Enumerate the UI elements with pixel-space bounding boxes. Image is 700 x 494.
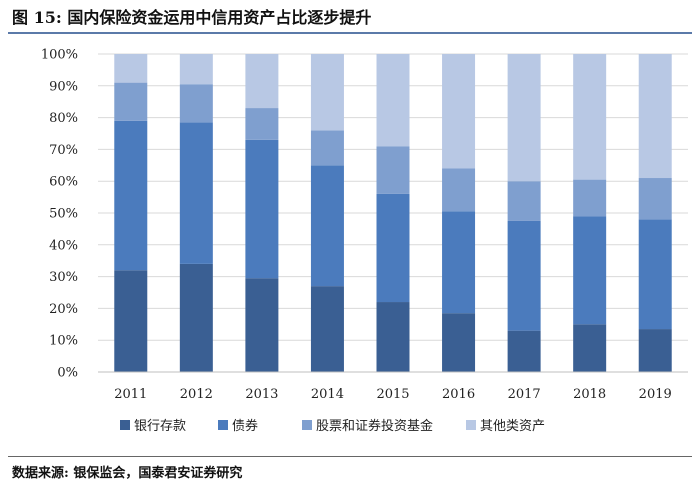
y-tick-label: 60%: [49, 175, 78, 190]
x-tick-label: 2016: [442, 387, 475, 402]
bar-segment: [114, 270, 148, 372]
x-tick-label: 2017: [508, 387, 541, 402]
bar-segment: [179, 84, 213, 123]
bar-segment: [245, 54, 279, 109]
bar-segment: [114, 120, 148, 271]
bar-segment: [573, 324, 607, 372]
legend-swatch: [120, 420, 130, 430]
bar-segment: [376, 146, 410, 194]
source-divider: [8, 456, 692, 457]
legend-label: 其他类资产: [480, 419, 545, 434]
bar-segment: [442, 168, 476, 212]
bar-segment: [245, 108, 279, 140]
y-tick-label: 70%: [49, 143, 78, 158]
x-tick-label: 2013: [245, 387, 278, 402]
bar-segment: [507, 54, 541, 182]
bar-segment: [376, 54, 410, 147]
y-tick-label: 80%: [49, 111, 78, 126]
bar-segment: [376, 193, 410, 303]
bar-segment: [179, 263, 213, 372]
x-tick-label: 2012: [180, 387, 213, 402]
bar-segment: [638, 219, 672, 330]
bar-segment: [114, 54, 148, 83]
bar-segment: [638, 54, 672, 179]
x-tick-label: 2015: [376, 387, 409, 402]
bar-segment: [245, 139, 279, 279]
legend-label: 银行存款: [134, 419, 186, 434]
bar-segment: [310, 54, 344, 131]
y-tick-label: 20%: [49, 302, 78, 317]
bar-segment: [638, 178, 672, 220]
bar-segment: [638, 329, 672, 372]
x-tick-label: 2014: [311, 387, 344, 402]
bar-segment: [114, 82, 148, 121]
bar-segment: [573, 216, 607, 325]
stacked-bar-chart: 0%10%20%30%40%50%60%70%80%90%100% 2011 20…: [41, 48, 688, 434]
bar-segment: [442, 54, 476, 169]
bar-segment: [310, 165, 344, 287]
bar-segment: [179, 122, 213, 264]
bar-segment: [507, 220, 541, 331]
legend-label: 股票和证券投资基金: [316, 418, 433, 434]
bar-segment: [507, 330, 541, 372]
x-tick-label: 2019: [639, 387, 672, 402]
bar-segment: [442, 313, 476, 372]
y-tick-label: 50%: [49, 207, 78, 222]
legend: 银行存款 债券 股票和证券投资基金 其他类资产: [120, 418, 545, 434]
source-note: 数据来源: 银保监会，国泰君安证券研究: [12, 466, 243, 481]
y-tick-label: 90%: [49, 79, 78, 94]
legend-swatch: [218, 420, 228, 430]
legend-swatch: [466, 420, 476, 430]
x-tick-label: 2011: [114, 387, 147, 402]
title-divider: [8, 32, 692, 34]
y-axis-ticks: 0% 10% 20% 30% 40% 50% 60% 70% 80% 90% 100%: [41, 48, 78, 381]
legend-label: 债券: [232, 418, 258, 434]
bar-segment: [245, 278, 279, 372]
x-tick-label: 2018: [573, 387, 606, 402]
legend-swatch: [302, 420, 312, 430]
bar-segment: [310, 130, 344, 166]
y-tick-label: 10%: [49, 334, 78, 349]
bar-segment: [310, 286, 344, 372]
x-axis-ticks: 2011 2012 2013 2014 2015 2016 2017 2018 2019: [114, 387, 672, 402]
bar-segment: [179, 54, 213, 85]
bar-segment: [573, 54, 607, 180]
bar-segment: [442, 211, 476, 314]
bar-segment: [507, 181, 541, 221]
chart-title: 图 15: 国内保险资金运用中信用资产占比逐步提升: [12, 8, 372, 27]
y-tick-label: 40%: [49, 238, 78, 253]
bar-segment: [573, 179, 607, 217]
y-tick-label: 100%: [41, 48, 78, 63]
bar-segment: [376, 302, 410, 372]
y-tick-label: 0%: [57, 366, 78, 381]
y-tick-label: 30%: [49, 270, 78, 285]
bars: [114, 54, 672, 372]
